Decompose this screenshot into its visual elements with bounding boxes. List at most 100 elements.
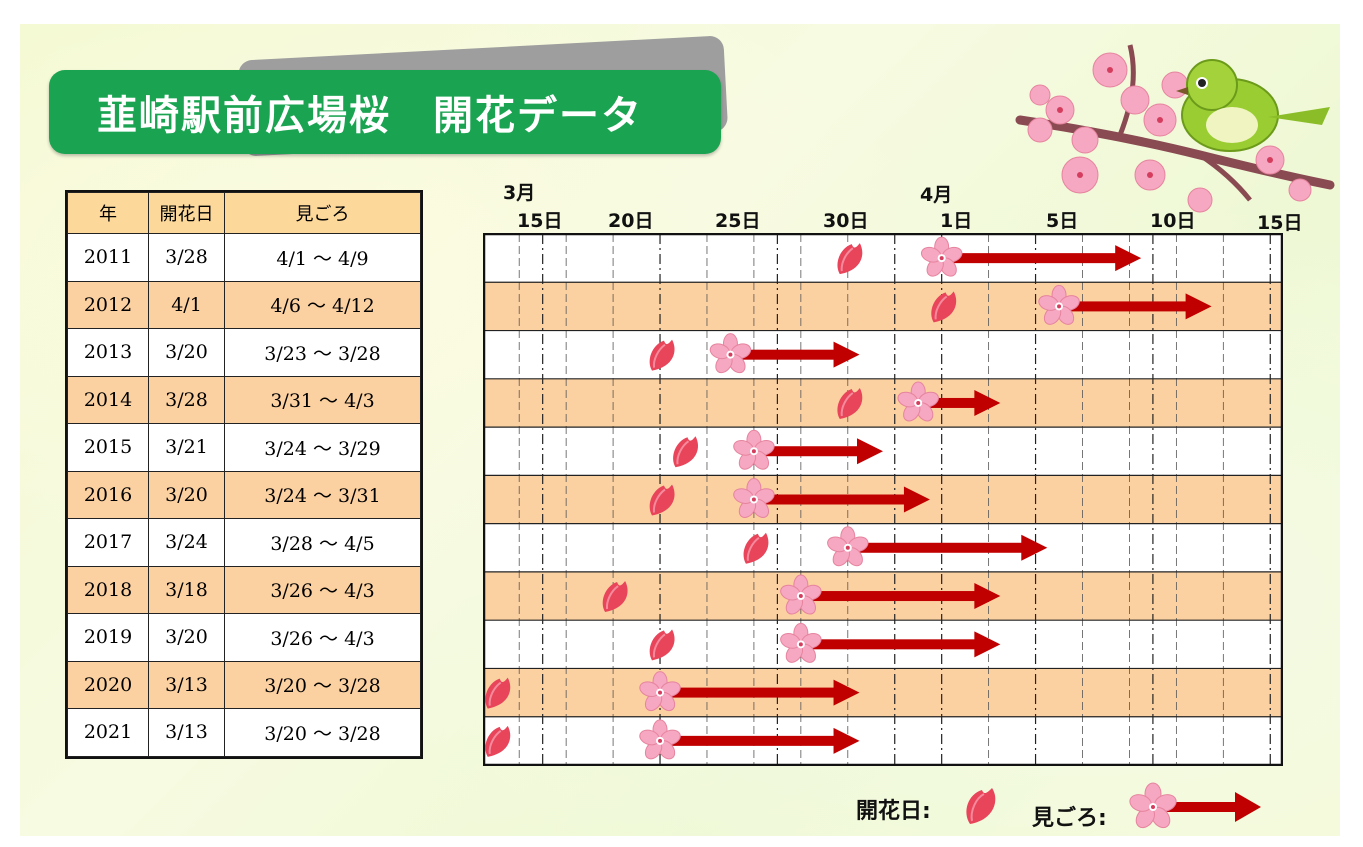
peak-cell: 4/6 ～ 4/12: [224, 280, 421, 329]
tick-label: 30日: [823, 210, 869, 232]
peak-arrow-shaft: [1059, 301, 1188, 312]
row-band: [484, 427, 1282, 476]
peak-arrow-shaft: [753, 446, 859, 457]
peak-arrow-shaft: [753, 494, 906, 505]
peak-flower-mark: [733, 429, 775, 470]
peak-arrow-shaft: [918, 397, 977, 408]
legend-peak-label: 見ごろ:: [1032, 806, 1107, 831]
year-cell: 2019: [67, 613, 149, 662]
peak-cell: 3/31 ～ 4/3: [224, 375, 421, 424]
table-row: 2014 3/28 3/31 ～ 4/3: [67, 375, 421, 424]
bloom-petal-mark: [931, 291, 957, 323]
peak-arrow-shaft: [800, 639, 977, 650]
peak-flower-mark: [897, 381, 939, 422]
peak-arrow-head: [903, 486, 930, 513]
row-band: [484, 234, 1282, 283]
table-row: 2019 3/20 3/26 ～ 4/3: [67, 613, 421, 662]
peak-cell: 3/26 ～ 4/3: [224, 613, 421, 662]
chart-border: [483, 233, 1283, 766]
header-year: 年: [67, 192, 149, 234]
peak-arrow-shaft: [800, 591, 977, 602]
tick-label: 25日: [715, 210, 761, 232]
bloom-cell: 3/20: [148, 613, 225, 662]
bloom-petal-mark: [837, 387, 863, 419]
row-band: [484, 330, 1282, 379]
bloom-petal-mark: [602, 581, 628, 613]
year-cell: 2021: [67, 708, 149, 757]
tick-label: 20日: [608, 210, 654, 232]
bloom-cell: 3/18: [148, 565, 225, 614]
peak-arrow-head: [833, 341, 860, 368]
bloom-cell: 3/21: [148, 423, 225, 472]
peak-cell: 3/24 ～ 3/31: [224, 470, 421, 519]
bloom-petal-mark: [485, 725, 511, 757]
row-band: [484, 668, 1282, 717]
peak-arrow-head: [833, 727, 860, 754]
bloom-cell: 3/20: [148, 470, 225, 519]
peak-flower-mark: [920, 236, 963, 277]
page-title: 韮崎駅前広場桜 開花データ: [97, 93, 643, 139]
row-band: [484, 378, 1282, 428]
table-row: 2017 3/24 3/28 ～ 4/5: [67, 518, 421, 567]
table-row: 2015 3/21 3/24 ～ 3/29: [67, 423, 421, 472]
year-cell: 2015: [67, 423, 149, 472]
cherry-branch-illustration: [1015, 44, 1335, 213]
bloom-cell: 3/24: [148, 518, 225, 567]
flower-arrow-icon: [1129, 782, 1261, 829]
table-row: 2021 3/13 3/20 ～ 3/28: [67, 708, 421, 757]
peak-arrow-shaft: [730, 349, 836, 360]
title-banner: 韮崎駅前広場桜 開花データ: [49, 70, 721, 154]
peak-arrow-head: [974, 583, 1001, 610]
year-cell: 2013: [67, 328, 149, 377]
peak-arrow-head: [833, 679, 860, 706]
bloom-petal-mark: [673, 436, 699, 468]
peak-arrow-shaft: [660, 687, 836, 698]
peak-arrow-head: [974, 631, 1001, 658]
peak-cell: 3/24 ～ 3/29: [224, 423, 421, 472]
peak-cell: 3/20 ～ 3/28: [224, 660, 421, 709]
year-cell: 2018: [67, 565, 149, 614]
year-cell: 2012: [67, 280, 149, 329]
bloom-cell: 3/20: [148, 328, 225, 377]
bloom-cell: 3/28: [148, 375, 225, 424]
header-peak: 見ごろ: [224, 192, 421, 234]
year-cell: 2017: [67, 518, 149, 567]
peak-flower-mark: [1038, 284, 1080, 325]
peak-flower-mark: [709, 333, 752, 374]
petal-icon: [966, 788, 996, 824]
bloom-gantt-chart: [483, 233, 1283, 766]
tick-label: 15日: [1257, 212, 1303, 234]
peak-flower-mark: [827, 526, 869, 567]
peak-cell: 3/20 ～ 3/28: [224, 708, 421, 757]
year-cell: 2014: [67, 375, 149, 424]
tick-label: 1日: [940, 210, 973, 232]
tick-label: 5日: [1046, 210, 1079, 232]
peak-arrow-shaft: [660, 735, 836, 746]
year-cell: 2020: [67, 660, 149, 709]
year-cell: 2011: [67, 233, 149, 282]
bloom-cell: 3/13: [148, 708, 225, 757]
bloom-petal-mark: [743, 532, 769, 564]
peak-flower-mark: [639, 671, 681, 712]
bloom-petal-mark: [649, 629, 675, 661]
bloom-petal-mark: [485, 677, 511, 709]
table-row: 2012 4/1 4/6 ～ 4/12: [67, 280, 421, 329]
bloom-petal-mark: [649, 339, 675, 371]
peak-flower-mark: [639, 719, 681, 760]
bloom-cell: 4/1: [148, 280, 225, 329]
month-label-march: 3月: [503, 182, 536, 204]
table-row: 2020 3/13 3/20 ～ 3/28: [67, 660, 421, 709]
peak-flower-mark: [780, 574, 822, 615]
peak-flower-mark: [780, 622, 822, 663]
month-label-april: 4月: [920, 184, 953, 206]
table-row: 2018 3/18 3/26 ～ 4/3: [67, 565, 421, 614]
peak-cell: 4/1 ～ 4/9: [224, 233, 421, 282]
table-row: 2011 3/28 4/1 ～ 4/9: [67, 233, 421, 282]
table-row: 2013 3/20 3/23 ～ 3/28: [67, 328, 421, 377]
bloom-cell: 3/28: [148, 233, 225, 282]
peak-arrow-head: [857, 438, 883, 465]
peak-arrow-shaft: [941, 253, 1118, 264]
bloom-table: 年 開花日 見ごろ 2011 3/28 4/1 ～ 4/9 2012 4/1 4/6 ～…: [65, 190, 423, 759]
bloom-petal-mark: [649, 484, 675, 516]
